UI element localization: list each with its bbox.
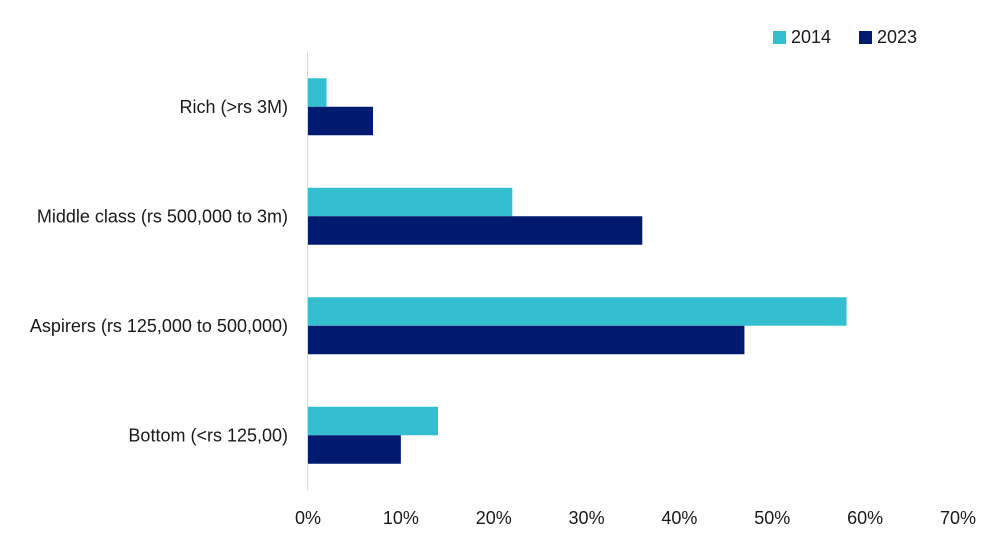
bar-2023-0: [308, 106, 373, 136]
bars-group: [308, 78, 847, 464]
bar-2023-3: [308, 435, 401, 464]
bar-2014-2: [308, 297, 847, 326]
x-tick-label: 30%: [569, 508, 605, 528]
y-axis: Rich (>rs 3M) Middle class (rs 500,000 to…: [30, 52, 308, 490]
category-label: Bottom (<rs 125,00): [128, 425, 288, 445]
x-tick-label: 0%: [295, 508, 321, 528]
legend-label: 2023: [877, 27, 917, 47]
x-tick-label: 40%: [661, 508, 697, 528]
x-axis: 0% 10% 20% 30% 40% 50% 60% 70%: [295, 508, 976, 528]
bar-2014-3: [308, 406, 438, 436]
x-tick-label: 70%: [940, 508, 976, 528]
x-tick-label: 10%: [383, 508, 419, 528]
chart-legend: 2014 2023: [773, 27, 917, 47]
category-label: Middle class (rs 500,000 to 3m): [37, 206, 288, 226]
legend-item-2023: 2023: [859, 27, 917, 47]
x-tick-label: 20%: [476, 508, 512, 528]
bar-2014-0: [308, 78, 327, 107]
legend-label: 2014: [791, 27, 831, 47]
legend-swatch: [859, 31, 872, 44]
bar-2023-1: [308, 216, 643, 245]
bar-2014-1: [308, 187, 513, 217]
legend-swatch: [773, 31, 786, 44]
legend-item-2014: 2014: [773, 27, 831, 47]
category-label: Aspirers (rs 125,000 to 500,000): [30, 316, 288, 336]
category-label: Rich (>rs 3M): [179, 97, 288, 117]
x-tick-label: 60%: [847, 508, 883, 528]
x-tick-label: 50%: [754, 508, 790, 528]
bar-2023-2: [308, 325, 745, 355]
